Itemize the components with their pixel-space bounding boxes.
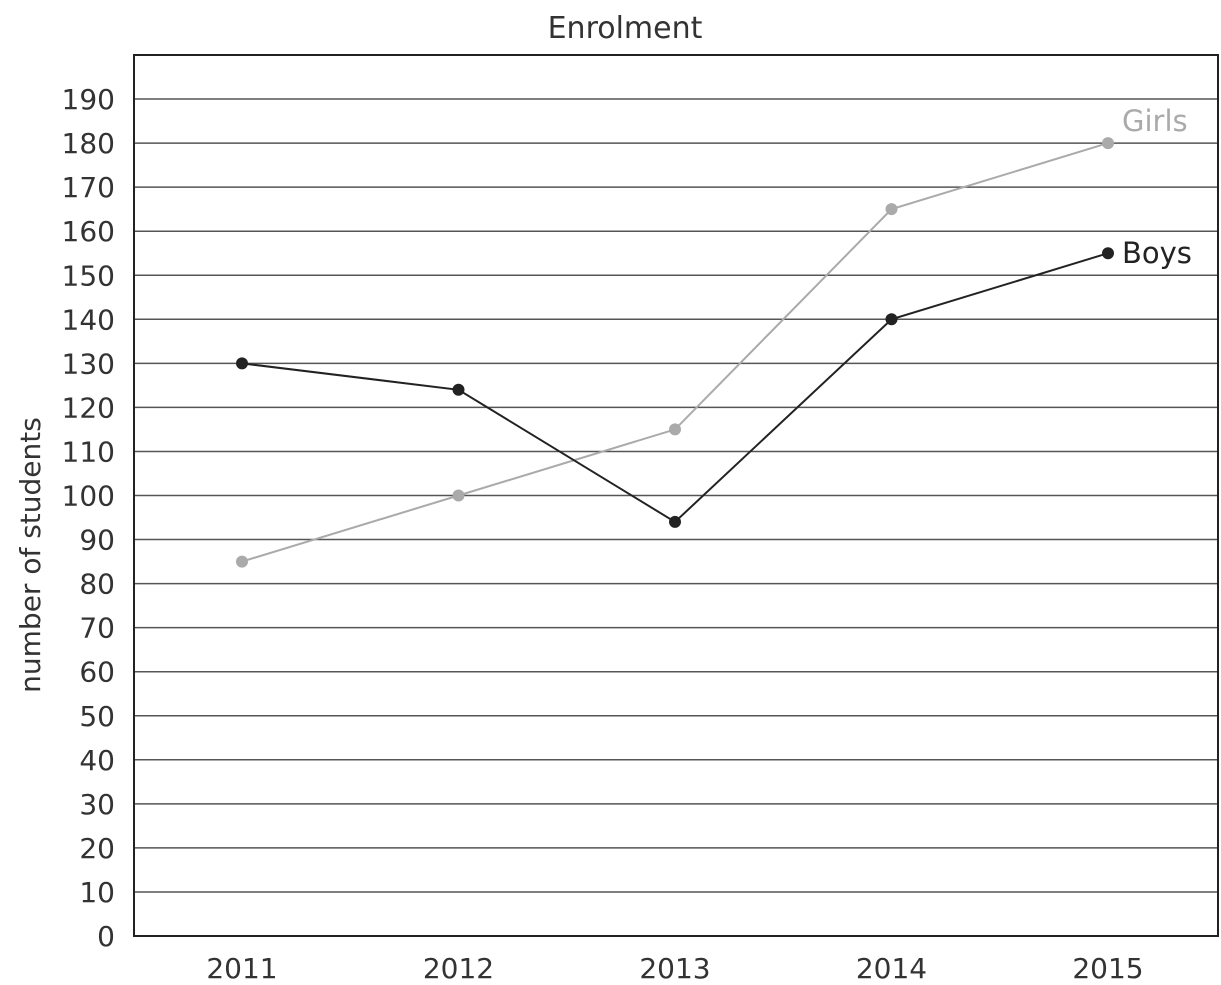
y-tick-190: 190 — [62, 83, 115, 116]
series-label-boys: Boys — [1122, 236, 1192, 270]
y-tick-130: 130 — [62, 347, 115, 380]
y-tick-50: 50 — [79, 700, 115, 733]
series-boys: Boys — [236, 236, 1192, 528]
point-girls-2011 — [236, 555, 248, 568]
point-girls-2015 — [1102, 137, 1114, 150]
y-tick-10: 10 — [79, 876, 115, 909]
point-girls-2012 — [452, 489, 465, 502]
series-layer: Girls Boys — [236, 104, 1192, 568]
y-tick-90: 90 — [79, 524, 115, 557]
plot-frame — [133, 54, 1219, 937]
series-girls: Girls — [236, 104, 1188, 568]
y-tick-110: 110 — [62, 435, 115, 468]
x-tick-2013: 2013 — [639, 952, 710, 985]
x-tick-2012: 2012 — [423, 952, 494, 985]
x-tick-labels: 2011 2012 2013 2014 2015 — [206, 952, 1143, 985]
point-boys-2014 — [885, 313, 898, 326]
y-tick-170: 170 — [62, 171, 115, 204]
point-boys-2013 — [669, 515, 681, 528]
x-tick-2015: 2015 — [1072, 952, 1143, 985]
grid-lines — [134, 98, 1218, 893]
y-tick-30: 30 — [79, 788, 115, 821]
y-tick-160: 160 — [62, 215, 115, 248]
point-boys-2015 — [1102, 247, 1114, 260]
x-tick-2014: 2014 — [856, 952, 927, 985]
y-axis-label: number of students — [14, 417, 47, 693]
y-tick-100: 100 — [62, 480, 115, 513]
y-tick-140: 140 — [62, 303, 115, 336]
point-boys-2011 — [236, 357, 248, 370]
point-girls-2014 — [885, 203, 898, 216]
y-tick-70: 70 — [79, 612, 115, 645]
y-tick-labels: 0 10 20 30 40 50 60 70 80 90 100 110 120 130 140 150 160… — [62, 83, 115, 953]
y-tick-80: 80 — [79, 568, 115, 601]
chart-title: Enrolment — [548, 11, 703, 46]
x-tick-2011: 2011 — [206, 952, 277, 985]
series-line-girls — [241, 142, 1109, 563]
point-girls-2013 — [669, 423, 681, 436]
y-tick-180: 180 — [62, 127, 115, 160]
y-tick-120: 120 — [62, 391, 115, 424]
y-tick-20: 20 — [79, 832, 115, 865]
series-line-boys — [241, 252, 1109, 524]
y-tick-150: 150 — [62, 259, 115, 292]
point-boys-2012 — [452, 383, 465, 396]
y-tick-0: 0 — [97, 920, 115, 953]
series-label-girls: Girls — [1122, 104, 1188, 138]
y-tick-40: 40 — [79, 744, 115, 777]
y-tick-60: 60 — [79, 656, 115, 689]
